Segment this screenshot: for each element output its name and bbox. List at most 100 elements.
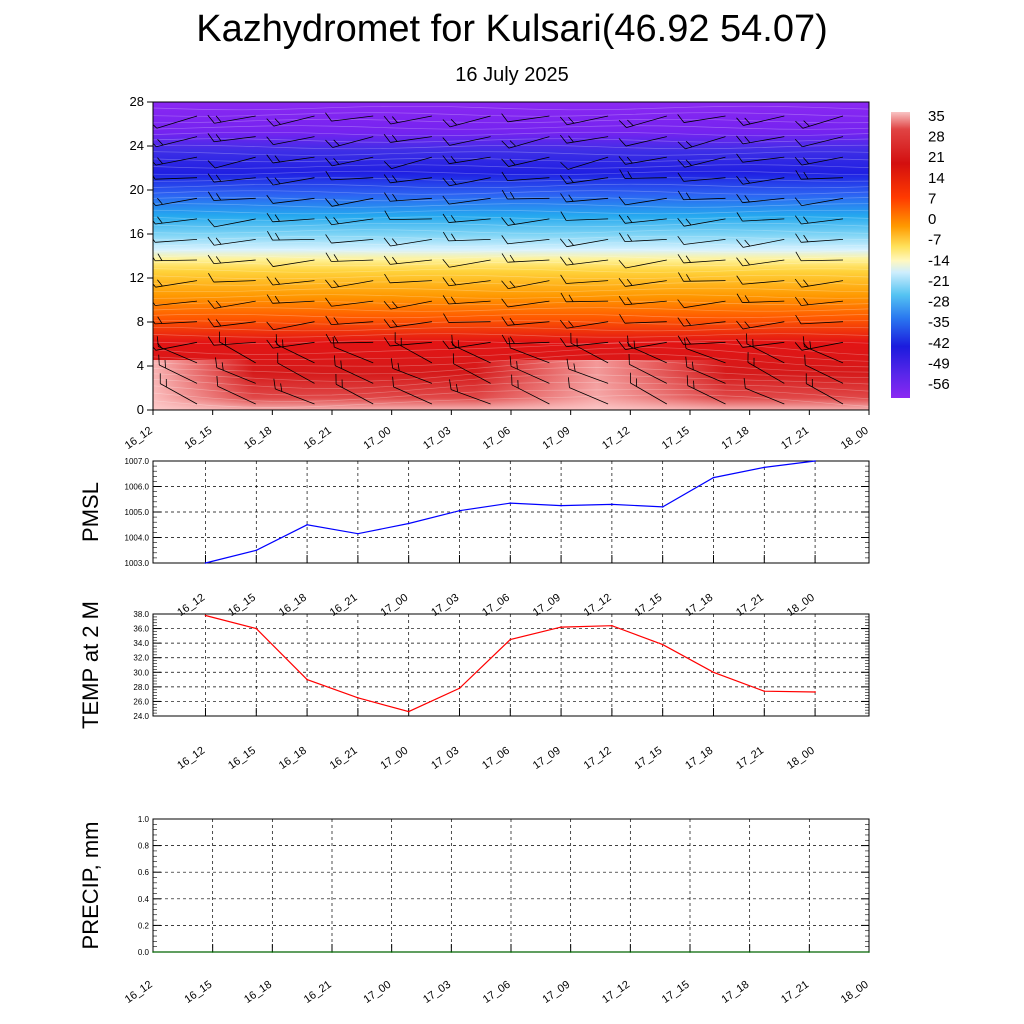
- wind-barb: [501, 235, 550, 245]
- wind-barb: [266, 321, 315, 331]
- precip-x-tick-label: 18_00: [839, 979, 871, 1006]
- wind-barb: [736, 194, 785, 204]
- wind-barbs: [153, 112, 844, 405]
- precip-data-point: [271, 951, 274, 953]
- colorbar-label: 0: [928, 211, 936, 228]
- heatmap-contour-line: [153, 125, 869, 130]
- pmsl-x-tick-label: 16_15: [226, 592, 258, 619]
- wind-barb: [207, 300, 256, 309]
- pmsl-y-axis-title: PMSL: [78, 482, 103, 542]
- temp-x-tick-label: 16_12: [175, 745, 207, 772]
- colorbar-label: -42: [928, 335, 950, 352]
- temp-data-point: [255, 627, 258, 630]
- wind-barb: [207, 115, 256, 124]
- precip-x-tick-label: 17_15: [660, 979, 692, 1006]
- wind-barb: [267, 231, 315, 241]
- heatmap-contour-line: [153, 326, 869, 332]
- wind-barb: [501, 217, 550, 226]
- precip-data-point: [152, 951, 154, 953]
- precip-y-tick-label: 0.0: [138, 948, 150, 957]
- wind-barb: [677, 172, 726, 182]
- temp-data-point: [306, 678, 308, 681]
- wind-barb: [383, 133, 432, 143]
- temp-x-tick-label: 17_09: [531, 745, 563, 772]
- wind-barb: [677, 254, 726, 264]
- precip-data-point: [390, 951, 393, 953]
- temp-y-tick-label: 28.0: [133, 683, 149, 692]
- temp-x-tick-label: 17_15: [632, 745, 664, 772]
- wind-barb: [509, 356, 550, 384]
- pmsl-y-tick-label: 1005.0: [125, 508, 150, 517]
- temp-data-point: [458, 687, 461, 690]
- wind-barb: [207, 236, 256, 246]
- heatmap-contour-line: [153, 287, 869, 293]
- wind-barb: [618, 156, 667, 165]
- wind-barb: [501, 113, 550, 123]
- heatmap-y-tick-label: 4: [137, 358, 144, 373]
- colorbar-label: 7: [928, 190, 936, 207]
- precip-panel: 0.0 0.2 0.4 0.6 0.8 1.0 16_12 16_15 16_18 16_21 17…: [78, 815, 871, 1006]
- colorbar: 35 28 21 14 7 0 -7 -14 -21 -28 -35 -42 -49 -56: [891, 108, 950, 398]
- wind-barb: [207, 173, 256, 183]
- temp-x-tick-label: 17_18: [683, 745, 715, 772]
- wind-barb: [383, 156, 433, 170]
- wind-barb: [794, 136, 844, 148]
- wind-barb: [442, 295, 491, 305]
- wind-barb: [451, 334, 491, 364]
- heatmap-contour-line: [153, 382, 869, 396]
- wind-barb: [618, 214, 667, 224]
- pmsl-data-point: [611, 503, 613, 506]
- precip-x-tick-label: 17_03: [421, 979, 453, 1006]
- wind-barb: [266, 294, 315, 304]
- wind-barb: [686, 375, 726, 405]
- wind-barb: [325, 252, 374, 262]
- wind-barb: [325, 333, 374, 344]
- wind-barb: [619, 169, 667, 179]
- wind-barb: [207, 156, 256, 169]
- temp-y-tick-label: 24.0: [133, 712, 149, 721]
- wind-barb: [618, 259, 667, 269]
- wind-barb: [618, 277, 667, 287]
- wind-barb: [207, 218, 256, 228]
- pmsl-data-point: [814, 460, 816, 462]
- precip-data-point: [629, 951, 632, 953]
- wind-barb: [795, 233, 844, 243]
- precip-x-tick-label: 17_00: [361, 979, 393, 1006]
- wind-barb: [736, 175, 785, 185]
- wind-barb: [501, 253, 550, 263]
- wind-barb: [501, 189, 550, 200]
- wind-barb: [794, 156, 844, 166]
- heatmap-x-tick-label: 16_15: [182, 425, 214, 452]
- heatmap-x-tick-label: 16_18: [242, 425, 274, 452]
- wind-barb: [442, 177, 491, 187]
- wind-barb: [559, 175, 609, 184]
- wind-barb: [795, 314, 844, 325]
- colorbar-label: 28: [928, 129, 945, 146]
- wind-barb: [805, 373, 844, 405]
- colorbar-label: -35: [928, 314, 950, 331]
- wind-barb: [677, 190, 726, 201]
- heatmap-contour-line: [153, 177, 869, 182]
- heatmap-contour-line: [153, 144, 869, 150]
- pmsl-x-tick-label: 16_18: [277, 592, 309, 619]
- wind-barb: [560, 193, 609, 203]
- wind-barb: [325, 136, 374, 148]
- heatmap-y-tick-label: 8: [137, 314, 144, 329]
- wind-barb: [559, 319, 609, 329]
- wind-barb: [677, 156, 726, 168]
- wind-barb: [442, 213, 491, 223]
- temp-x-tick-label: 17_21: [734, 745, 766, 772]
- wind-barb: [685, 356, 726, 384]
- precip-x-tick-label: 17_18: [719, 979, 751, 1006]
- wind-barb: [383, 300, 432, 310]
- wind-barb: [570, 332, 609, 364]
- wind-barb: [794, 296, 844, 306]
- precip-data-point: [689, 951, 691, 953]
- wind-barb: [630, 372, 667, 405]
- pmsl-y-tick-label: 1006.0: [125, 483, 150, 492]
- precip-x-tick-label: 16_18: [242, 979, 274, 1006]
- wind-barb: [442, 277, 491, 287]
- wind-barb: [394, 332, 433, 364]
